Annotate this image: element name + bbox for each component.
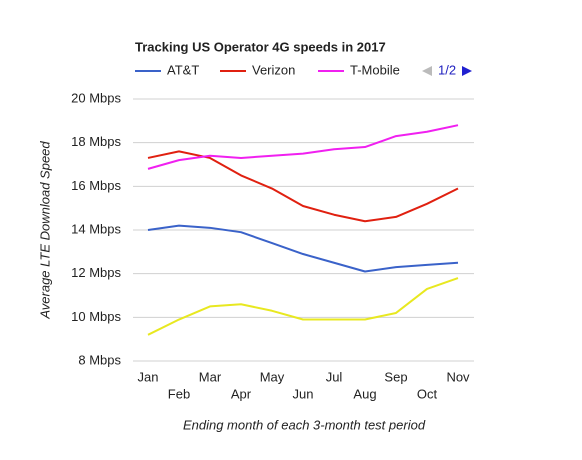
x-tick-label: Mar [199,369,222,384]
x-tick-label: May [260,369,285,384]
y-tick-label: 12 Mbps [71,265,121,280]
y-tick-label: 10 Mbps [71,309,121,324]
series-line [147,124,459,170]
x-tick-label: Jul [326,369,343,384]
y-tick-label: 18 Mbps [71,134,121,149]
x-tick-label: Jan [138,369,159,384]
x-tick-label: Jun [293,386,314,401]
y-tick-label: 20 Mbps [71,90,121,105]
y-tick-label: 14 Mbps [71,221,121,236]
legend-prev[interactable] [422,66,432,76]
x-tick-label: Apr [231,386,252,401]
legend-label: AT&T [167,62,199,77]
y-tick-label: 8 Mbps [78,352,121,367]
series-line [147,150,459,223]
x-tick-label: Feb [168,386,190,401]
chart-title: Tracking US Operator 4G speeds in 2017 [135,39,386,54]
x-tick-label: Aug [353,386,376,401]
y-tick-label: 16 Mbps [71,178,121,193]
legend-next[interactable] [462,66,472,76]
series-line [147,277,459,336]
x-axis-label: Ending month of each 3-month test period [183,417,426,432]
x-tick-label: Sep [384,369,407,384]
y-axis-label: Average LTE Download Speed [37,141,52,320]
legend-label: Verizon [252,62,295,77]
x-tick-label: Oct [417,386,438,401]
legend-label: T-Mobile [350,62,400,77]
series-line [147,224,459,273]
x-tick-label: Nov [446,369,470,384]
legend-page: 1/2 [438,62,456,77]
